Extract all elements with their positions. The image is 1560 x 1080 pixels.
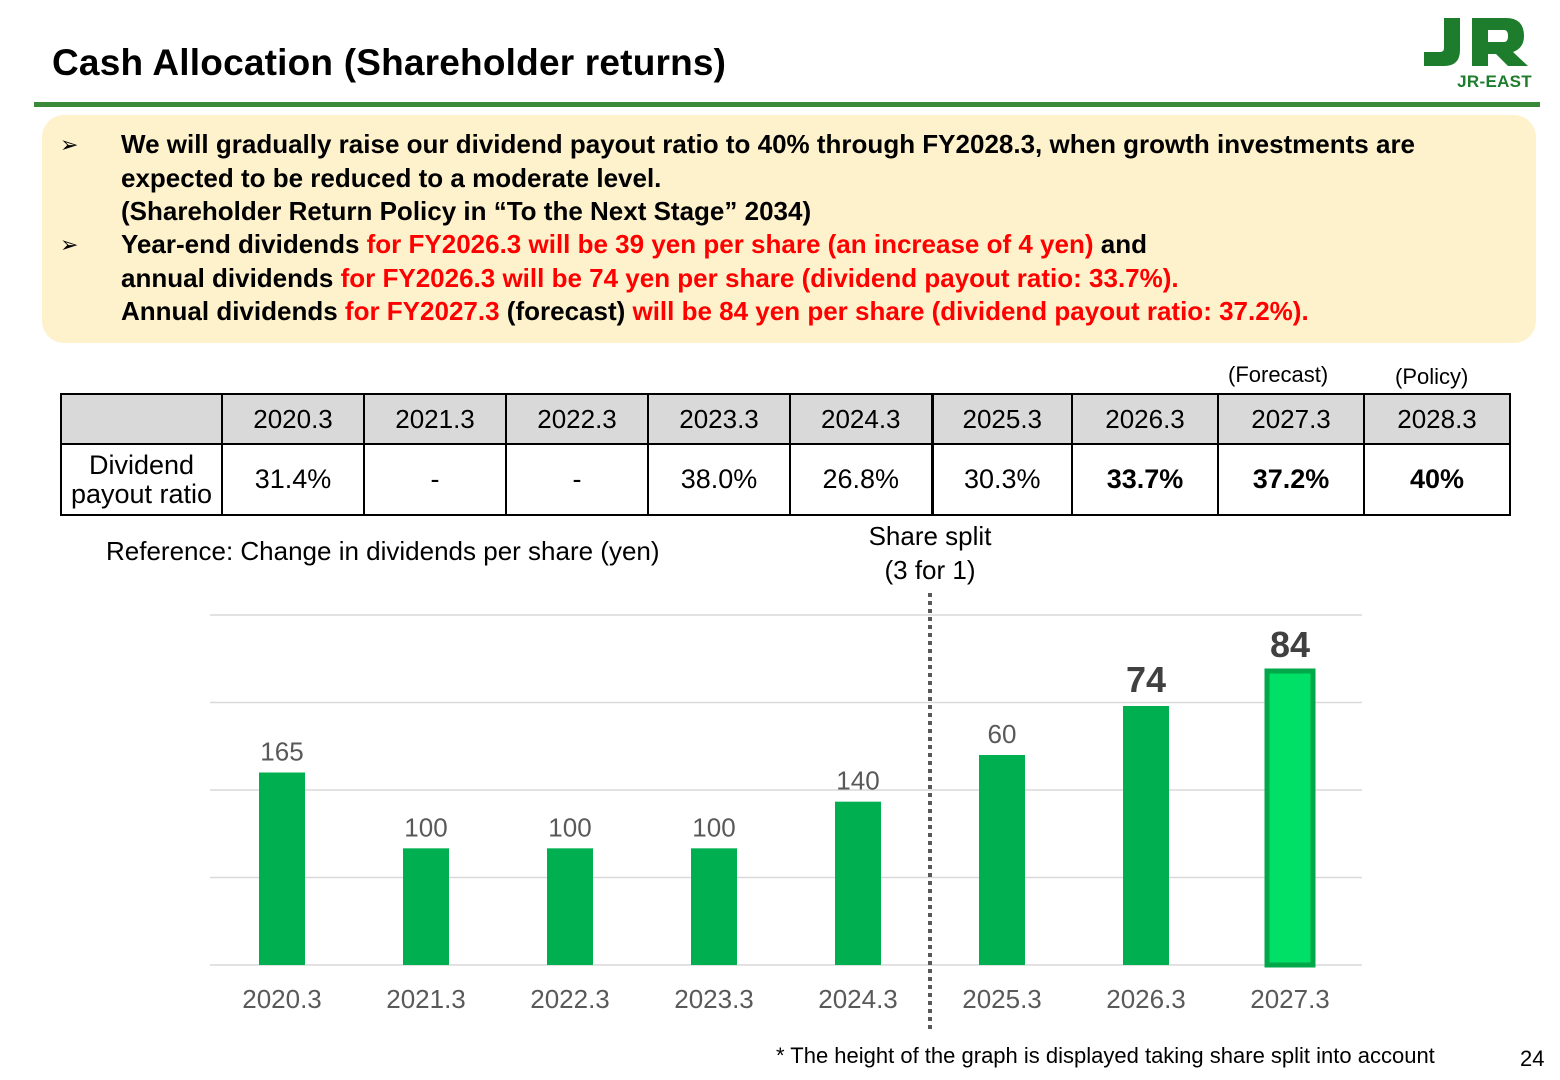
policy-note: (Policy): [1395, 364, 1469, 389]
summary-line: (Shareholder Return Policy in “To the Ne…: [121, 195, 811, 229]
chart-tick-label: 2024.3: [818, 984, 898, 1014]
table-header-year: 2025.3: [930, 393, 1073, 445]
table-cell-ratio: 30.3%: [930, 443, 1073, 516]
chart-bar: [691, 848, 737, 965]
table-cell-ratio: 26.8%: [789, 443, 933, 516]
table-header-year: 2020.3: [221, 393, 365, 445]
title-divider: [34, 102, 1540, 107]
highlight-text: will be 84 yen per share (dividend payou…: [632, 296, 1309, 326]
table-header-year: 2023.3: [647, 393, 791, 445]
chart-bar: [1123, 706, 1169, 965]
forecast-note: (Forecast): [1228, 362, 1329, 387]
chart-value-label: 100: [692, 812, 735, 842]
body-text: (Shareholder Return Policy in “To the Ne…: [121, 196, 812, 226]
chart-tick-label: 2023.3: [674, 984, 754, 1014]
chart-tick-label: 2025.3: [962, 984, 1042, 1014]
share-split-label: Share split (3 for 1): [868, 521, 992, 585]
body-text: Annual dividends: [121, 296, 345, 326]
highlight-text: for FY2026.3 will be 39 yen per share (a…: [366, 229, 1094, 259]
chart-value-label: 60: [988, 719, 1017, 749]
table-header-year: 2027.3: [1217, 393, 1365, 445]
table-cell-ratio: -: [363, 443, 507, 516]
body-text: We will gradually raise our dividend pay…: [121, 129, 1416, 159]
body-text: and: [1093, 229, 1147, 259]
chart-bar: [979, 755, 1025, 965]
chart-value-label: 100: [548, 812, 591, 842]
summary-line: Annual dividends for FY2027.3 (forecast)…: [121, 295, 1309, 329]
summary-line: expected to be reduced to a moderate lev…: [121, 162, 661, 196]
table-cell-ratio: -: [505, 443, 649, 516]
chart-tick-label: 2021.3: [386, 984, 466, 1014]
chart-value-label: 165: [260, 737, 303, 767]
row-label-payout-ratio: Dividend payout ratio: [60, 443, 223, 516]
chart-value-label: 140: [836, 766, 879, 796]
chart-tick-label: 2022.3: [530, 984, 610, 1014]
body-text: annual dividends: [121, 262, 341, 293]
table-cell-ratio: 37.2%: [1217, 443, 1365, 516]
chart-reference-label: Reference: Change in dividends per share…: [106, 536, 660, 566]
chart-bar: [403, 848, 449, 965]
jr-logo-icon: [1424, 18, 1528, 66]
table-header-year: 2022.3: [505, 393, 649, 445]
chart-tick-label: 2020.3: [242, 984, 322, 1014]
summary-bullet: ➢ We will gradually raise our dividend pa…: [60, 128, 1530, 229]
arrow-bullet-icon: ➢: [60, 232, 79, 257]
summary-line: Year-end dividends for FY2026.3 will be …: [121, 228, 1147, 262]
table-header-year: 2026.3: [1071, 393, 1219, 445]
table-header-year: 2028.3: [1363, 393, 1511, 445]
summary-line: We will gradually raise our dividend pay…: [121, 128, 1415, 162]
table-cell-ratio: 38.0%: [647, 443, 791, 516]
summary-box: ➢ We will gradually raise our dividend pa…: [42, 115, 1536, 343]
chart-bar: [547, 848, 593, 965]
body-text: Year-end dividends: [121, 229, 367, 259]
jr-east-logo: JR-EAST: [1420, 14, 1532, 94]
highlight-text: for FY2026.3 will be 74 yen per share (d…: [340, 262, 1179, 293]
page-title: Cash Allocation (Shareholder returns): [52, 42, 727, 83]
logo-text: JR-EAST: [1457, 72, 1532, 91]
body-text: expected to be reduced to a moderate lev…: [121, 162, 662, 193]
chart-value-label: 100: [404, 812, 447, 842]
arrow-bullet-icon: ➢: [60, 132, 79, 157]
footnote: * The height of the graph is displayed t…: [776, 1043, 1435, 1068]
chart-tick-label: 2027.3: [1250, 984, 1330, 1014]
chart-value-label: 74: [1126, 659, 1166, 700]
payout-ratio-table: 2020.3 2021.3 2022.3 2023.3 2024.3 2025.3 2026…: [60, 393, 1511, 516]
table-cell-ratio: 31.4%: [221, 443, 365, 516]
table-corner-cell: [60, 393, 223, 445]
chart-tick-label: 2026.3: [1106, 984, 1186, 1014]
table-cell-ratio: 40%: [1363, 443, 1511, 516]
table-header-year: 2024.3: [789, 393, 933, 445]
table-header-year: 2021.3: [363, 393, 507, 445]
highlight-text: for FY2027.3: [344, 296, 500, 326]
body-text: (forecast): [499, 296, 633, 326]
chart-bar: [835, 801, 881, 965]
page-number: 24: [1520, 1046, 1545, 1071]
summary-line: annual dividends for FY2026.3 will be 74…: [121, 262, 1179, 296]
chart-bar: [1264, 668, 1316, 968]
table-cell-ratio: 33.7%: [1071, 443, 1219, 516]
chart-bar: [259, 772, 305, 965]
chart-value-label: 84: [1270, 624, 1310, 665]
summary-bullet: ➢ Year-end dividends for FY2026.3 will be…: [60, 228, 1530, 329]
